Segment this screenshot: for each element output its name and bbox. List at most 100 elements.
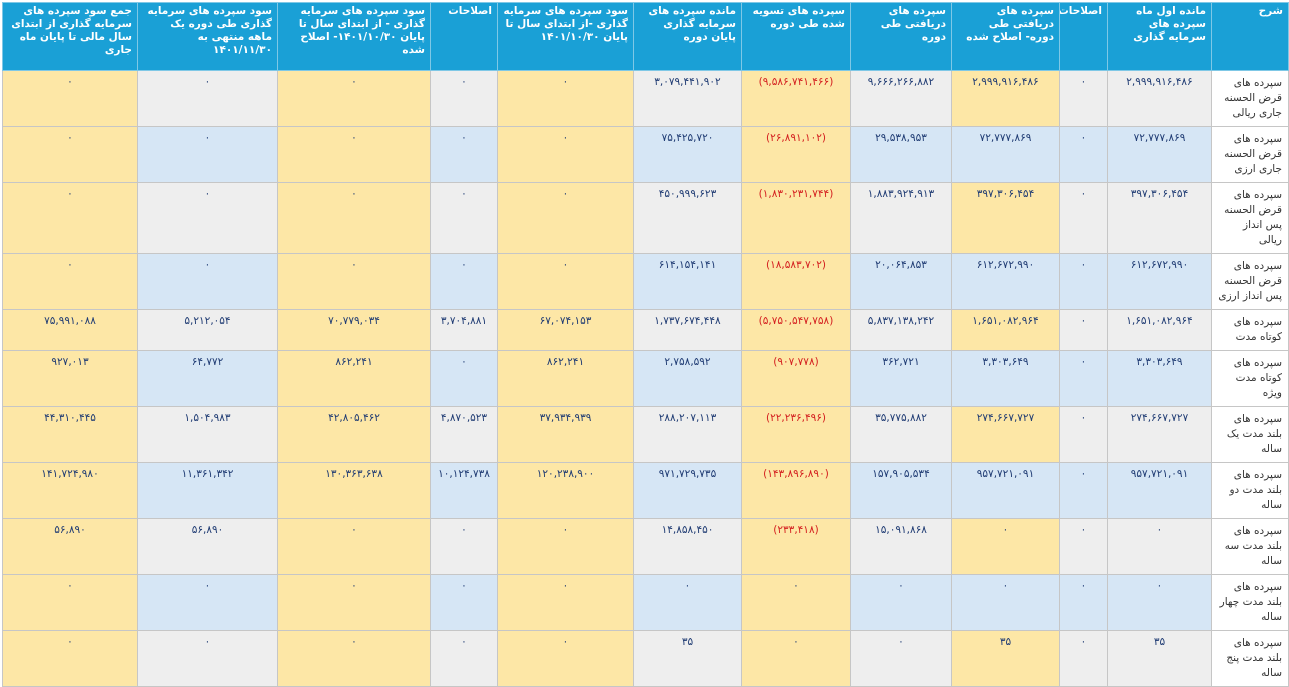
table-row: سپرده های قرض الحسنه جاری ریالی ۲,۹۹۹,۹۱۶…	[2, 70, 1289, 127]
row-description: سپرده های بلند مدت دو ساله	[1211, 462, 1289, 519]
table-cell: ۶۱۲,۶۷۲,۹۹۰	[951, 253, 1060, 310]
table-cell: ۰	[137, 574, 278, 631]
table-cell: (۱۸,۵۸۳,۷۰۲)	[741, 253, 851, 310]
table-cell: ۳۹۷,۳۰۶,۴۵۴	[1107, 182, 1212, 254]
table-cell: (۲۶,۸۹۱,۱۰۲)	[741, 126, 851, 183]
table-cell: ۰	[430, 70, 498, 127]
col-header-settled: سپرده های تسویه شده طی دوره	[741, 2, 851, 71]
table-cell: ۹۵۷,۷۲۱,۰۹۱	[1107, 462, 1212, 519]
table-cell: ۰	[850, 630, 952, 687]
table-cell: ۰	[277, 630, 431, 687]
table-cell: (۲۳۳,۴۱۸)	[741, 518, 851, 575]
table-cell: ۱۴۱,۷۲۴,۹۸۰	[2, 462, 138, 519]
table-cell: ۵۶,۸۹۰	[2, 518, 138, 575]
col-header-received: سپرده های دریافتی طی دوره	[850, 2, 952, 71]
row-description: سپرده های بلند مدت چهار ساله	[1211, 574, 1289, 631]
col-header-interest-ytd-adjusted: سود سپرده های سرمایه گذاری - از ابتدای س…	[277, 2, 431, 71]
table-cell: ۱۲۰,۲۳۸,۹۰۰	[497, 462, 634, 519]
table-cell: ۱,۸۸۳,۹۲۴,۹۱۳	[850, 182, 952, 254]
table-cell: ۰	[497, 182, 634, 254]
table-cell: ۰	[137, 70, 278, 127]
table-cell: ۴۵۰,۹۹۹,۶۲۳	[633, 182, 742, 254]
table-cell: ۶۱۴,۱۵۴,۱۴۱	[633, 253, 742, 310]
table-cell: ۰	[741, 630, 851, 687]
table-cell: ۰	[1107, 518, 1212, 575]
table-row: سپرده های قرض الحسنه پس انداز ارزی ۶۱۲,۶۷…	[2, 253, 1289, 310]
row-description: سپرده های بلند مدت یک ساله	[1211, 406, 1289, 463]
table-cell: ۰	[277, 126, 431, 183]
table-cell: ۳,۳۰۳,۶۴۹	[1107, 350, 1212, 407]
col-header-received-adjusted: سپرده های دریافتی طی دوره- اصلاح شده	[951, 2, 1060, 71]
col-header-description: شرح	[1211, 2, 1289, 71]
table-cell: ۰	[2, 126, 138, 183]
table-cell: ۳۵	[951, 630, 1060, 687]
table-cell: ۳,۳۰۳,۶۴۹	[951, 350, 1060, 407]
table-cell: ۰	[1059, 630, 1108, 687]
table-cell: ۹۲۷,۰۱۳	[2, 350, 138, 407]
row-description: سپرده های بلند مدت سه ساله	[1211, 518, 1289, 575]
table-cell: ۰	[430, 518, 498, 575]
table-cell: ۰	[633, 574, 742, 631]
table-cell: ۱,۶۵۱,۰۸۲,۹۶۴	[1107, 309, 1212, 351]
table-cell: ۰	[1059, 309, 1108, 351]
table-cell: ۰	[497, 126, 634, 183]
table-cell: ۰	[1059, 253, 1108, 310]
table-cell: ۰	[850, 574, 952, 631]
table-cell: ۸۶۲,۲۴۱	[277, 350, 431, 407]
table-cell: ۲۹,۵۳۸,۹۵۳	[850, 126, 952, 183]
table-cell: ۰	[497, 253, 634, 310]
row-description: سپرده های کوتاه مدت	[1211, 309, 1289, 351]
table-cell: ۷۰,۷۷۹,۰۳۴	[277, 309, 431, 351]
col-header-interest-total: جمع سود سپرده های سرمایه گذاری از ابتدای…	[2, 2, 138, 71]
table-cell: ۹۵۷,۷۲۱,۰۹۱	[951, 462, 1060, 519]
table-cell: ۰	[137, 126, 278, 183]
table-cell: ۳۹۷,۳۰۶,۴۵۴	[951, 182, 1060, 254]
table-cell: ۱۵۷,۹۰۵,۵۳۴	[850, 462, 952, 519]
table-cell: (۹۰۷,۷۷۸)	[741, 350, 851, 407]
table-cell: ۰	[1059, 182, 1108, 254]
table-cell: ۲,۹۹۹,۹۱۶,۴۸۶	[1107, 70, 1212, 127]
table-cell: ۱,۷۳۷,۶۷۴,۴۴۸	[633, 309, 742, 351]
table-cell: ۰	[1059, 70, 1108, 127]
table-cell: ۷۵,۴۲۵,۷۲۰	[633, 126, 742, 183]
table-cell: ۰	[430, 253, 498, 310]
table-row: سپرده های بلند مدت سه ساله ۰ ۰ ۰ ۱۵,۰۹۱,۸۶۸(…	[2, 518, 1289, 575]
table-cell: ۰	[430, 574, 498, 631]
table-cell: ۶۴,۷۷۲	[137, 350, 278, 407]
table-cell: ۰	[1107, 574, 1212, 631]
table-cell: ۷۲,۷۷۷,۸۶۹	[951, 126, 1060, 183]
table-cell: ۰	[497, 70, 634, 127]
table-row: سپرده های قرض الحسنه جاری ارزی ۷۲,۷۷۷,۸۶۹…	[2, 126, 1289, 183]
table-cell: ۰	[430, 630, 498, 687]
row-description: سپرده های کوتاه مدت ویژه	[1211, 350, 1289, 407]
table-cell: ۰	[2, 630, 138, 687]
table-row: سپرده های بلند مدت پنج ساله ۳۵ ۰ ۳۵ ۰ ۰ ۳۵ ۰ ۰ ۰ ۰…	[2, 630, 1289, 687]
table-row: سپرده های قرض الحسنه پس انداز ریالی ۳۹۷,۳…	[2, 182, 1289, 254]
table-cell: (۵,۷۵۰,۵۴۷,۷۵۸)	[741, 309, 851, 351]
table-cell: ۱۰,۱۲۴,۷۳۸	[430, 462, 498, 519]
table-cell: ۰	[497, 518, 634, 575]
table-cell: ۰	[277, 253, 431, 310]
table-cell: ۳۵	[633, 630, 742, 687]
table-cell: ۰	[430, 126, 498, 183]
table-cell: ۵,۲۱۲,۰۵۴	[137, 309, 278, 351]
row-description: سپرده های قرض الحسنه پس انداز ارزی	[1211, 253, 1289, 310]
table-cell: (۱۴۳,۸۹۶,۸۹۰)	[741, 462, 851, 519]
col-header-closing-balance: مانده سپرده های سرمایه گذاری پایان دوره	[633, 2, 742, 71]
table-cell: (۲۲,۲۳۶,۴۹۶)	[741, 406, 851, 463]
row-description: سپرده های قرض الحسنه جاری ریالی	[1211, 70, 1289, 127]
table-cell: ۰	[1059, 574, 1108, 631]
table-cell: ۴,۸۷۰,۵۲۳	[430, 406, 498, 463]
table-cell: ۰	[1059, 462, 1108, 519]
table-cell: ۲۷۴,۶۶۷,۷۲۷	[951, 406, 1060, 463]
table-row: سپرده های کوتاه مدت ۱,۶۵۱,۰۸۲,۹۶۴ ۰ ۱,۶۵۱,۰…	[2, 309, 1289, 351]
col-header-opening-balance: مانده اول ماه سپرده های سرمایه گذاری	[1107, 2, 1212, 71]
table-cell: ۱۳۰,۳۶۳,۶۳۸	[277, 462, 431, 519]
table-cell: ۰	[951, 574, 1060, 631]
table-cell: ۲۸۸,۲۰۷,۱۱۳	[633, 406, 742, 463]
table-cell: ۳۷,۹۳۴,۹۳۹	[497, 406, 634, 463]
table-cell: ۰	[137, 630, 278, 687]
table-cell: ۰	[741, 574, 851, 631]
col-header-interest-month: سود سپرده های سرمایه گذاری طی دوره یک ما…	[137, 2, 278, 71]
table-cell: ۰	[497, 630, 634, 687]
